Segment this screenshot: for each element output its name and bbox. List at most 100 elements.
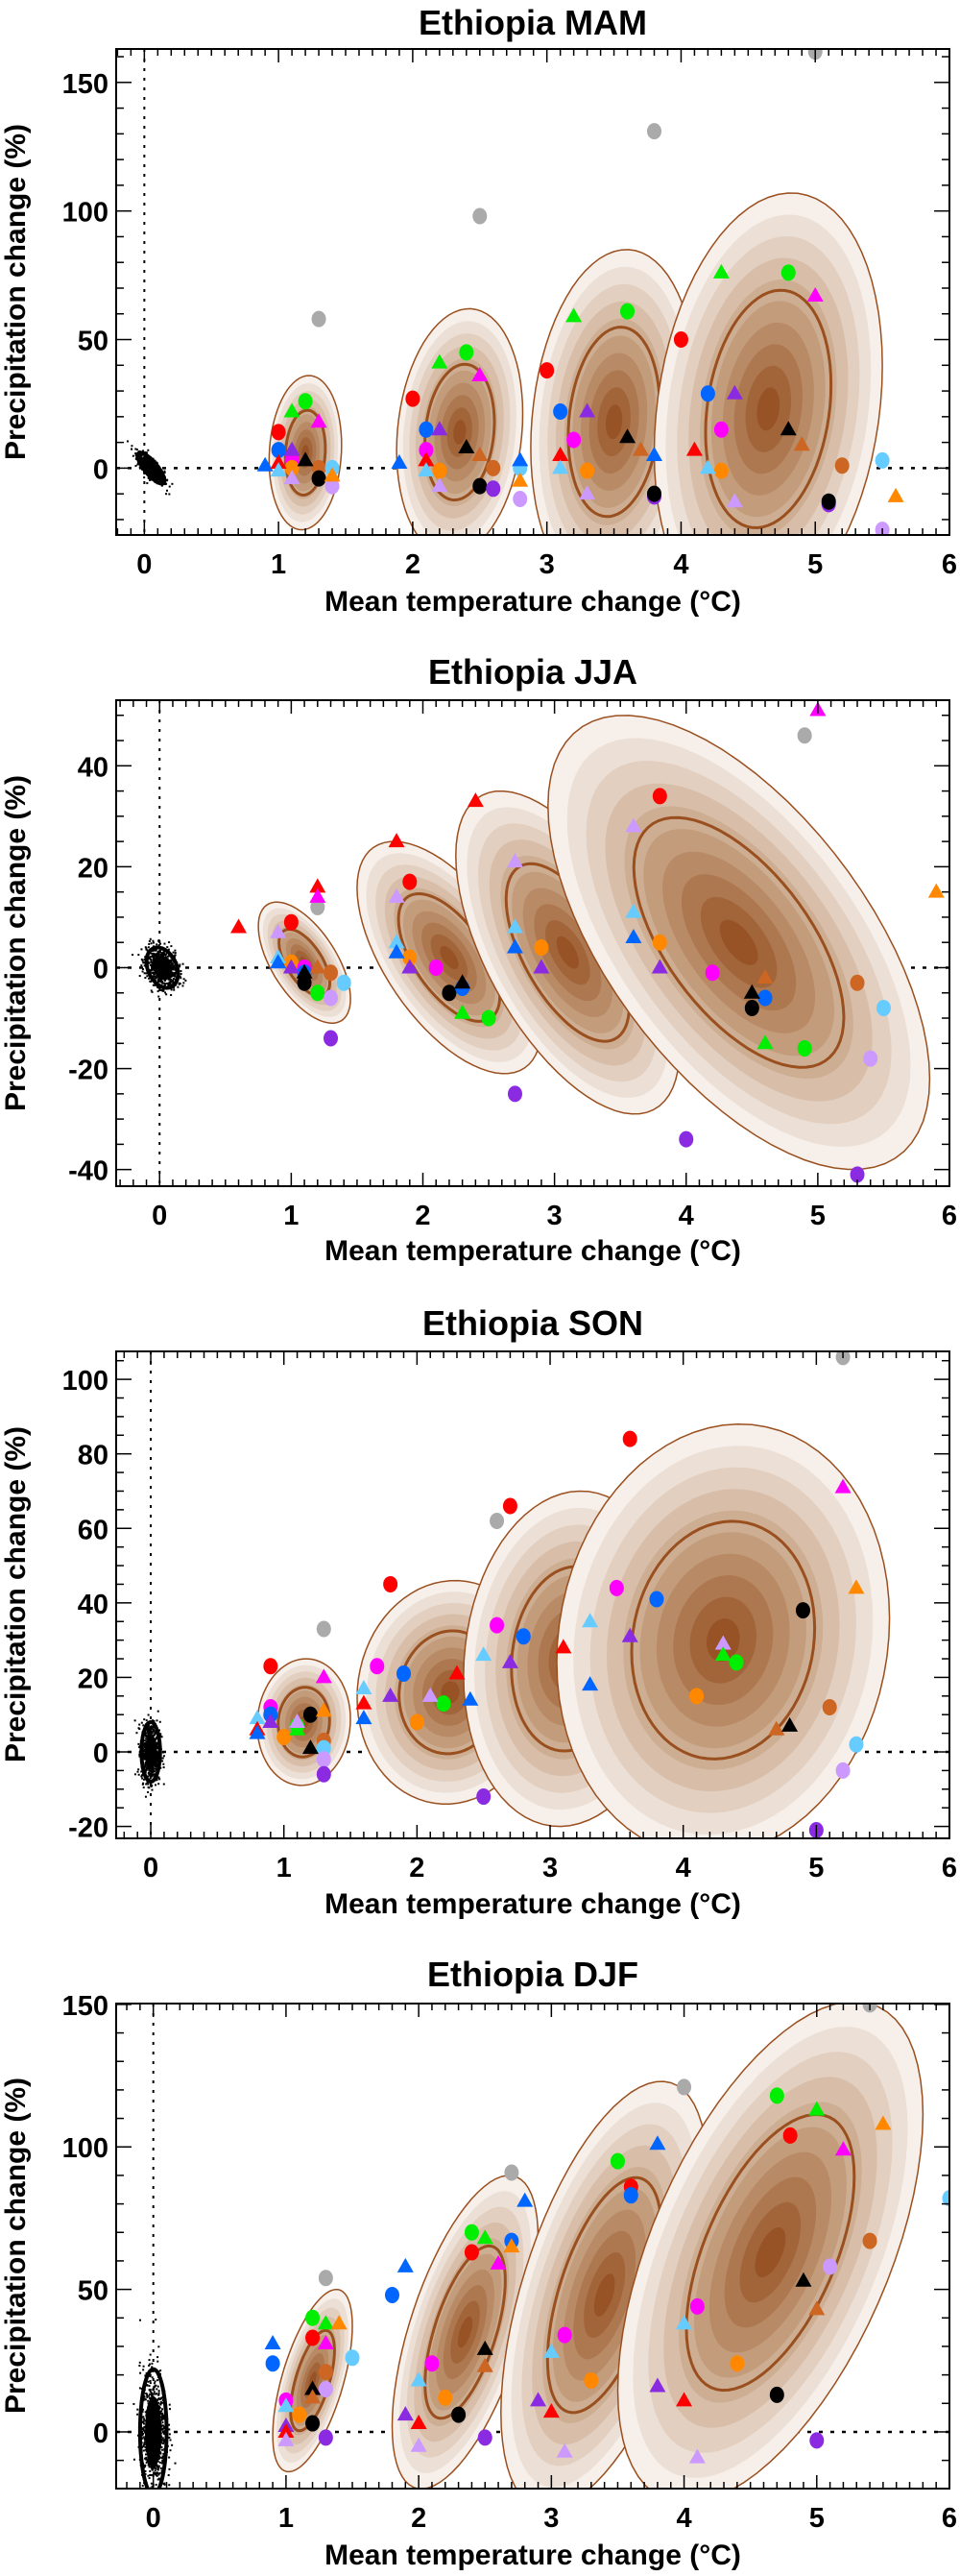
data-point-circle-purple: [318, 2429, 333, 2446]
data-point-circle-green: [610, 2152, 625, 2170]
cloud-dot: [159, 2451, 162, 2454]
cloud-dot: [151, 1727, 154, 1730]
cloud-dot: [162, 2441, 165, 2443]
data-point-circle-orange: [713, 462, 729, 479]
cloud-dot: [147, 1783, 150, 1786]
data-point-triangle-purple: [262, 1713, 279, 1728]
cloud-dot: [167, 978, 170, 981]
cloud-dot: [146, 2492, 148, 2494]
cloud-dot: [142, 2365, 145, 2368]
data-point-circle-red: [502, 1497, 517, 1515]
data-point-circle-lilac: [513, 491, 528, 508]
data-point-circle-green: [298, 393, 313, 410]
cloud-core: [142, 458, 159, 478]
cloud-dot: [139, 2319, 142, 2321]
x-axis-label: Mean temperature change (°C): [324, 1235, 741, 1267]
data-point-triangle-brown: [304, 2389, 322, 2404]
cloud-dot: [132, 2402, 135, 2405]
cloud-dot: [147, 1775, 150, 1778]
data-point-circle-gray: [835, 1351, 851, 1366]
cloud-dot: [145, 1719, 148, 1722]
cloud-dot: [146, 2396, 149, 2399]
cloud-dot: [165, 956, 168, 959]
cloud-dot: [156, 985, 159, 988]
data-point-circle-lightblue: [849, 1736, 864, 1753]
cloud-dot: [156, 1755, 158, 1758]
data-point-circle-blue: [700, 385, 715, 402]
cloud-dot: [168, 941, 171, 944]
cloud-dot: [138, 2387, 141, 2390]
data-point-circle-magenta: [689, 2297, 705, 2315]
data-point-circle-brown: [850, 974, 865, 991]
cloud-dot: [141, 1783, 144, 1786]
cloud-dot: [153, 952, 156, 955]
data-point-circle-magenta: [424, 2355, 440, 2372]
cloud-dot: [152, 2393, 155, 2395]
cloud-dot: [158, 2461, 161, 2464]
data-point-circle-green: [620, 303, 636, 320]
data-point-circle-lightblue: [345, 2349, 360, 2367]
cloud-dot: [157, 2467, 160, 2469]
cloud-dot: [156, 943, 158, 946]
cloud-dot: [158, 477, 161, 480]
cloud-dot: [165, 489, 168, 492]
data-point-circle-red: [464, 2244, 479, 2261]
cloud-dot: [147, 2492, 149, 2494]
data-point-triangle-brown: [471, 447, 489, 462]
x-tick-label: 4: [676, 2503, 691, 2534]
cloud-dot: [180, 973, 182, 976]
cloud-dot: [148, 1773, 151, 1776]
cloud-dot: [134, 448, 137, 450]
cloud-dot: [142, 2420, 145, 2423]
cloud-dot: [149, 963, 152, 966]
cloud-dot: [160, 2442, 163, 2444]
cloud-dot: [157, 1783, 160, 1786]
data-point-circle-gray: [504, 2164, 519, 2181]
data-point-circle-black: [442, 984, 457, 1002]
x-tick-label: 2: [411, 2503, 426, 2534]
data-point-circle-magenta: [609, 1579, 624, 1596]
data-point-circle-black: [472, 477, 488, 495]
cloud-dot: [148, 2394, 151, 2397]
y-tick-label: 20: [78, 1664, 108, 1694]
data-point-triangle-lilac: [388, 887, 405, 903]
cloud-dot: [174, 954, 177, 957]
data-point-triangle-lightblue: [676, 2315, 693, 2330]
data-point-triangle-orange: [848, 1579, 865, 1594]
panel-son: Ethiopia SON Mean temperature change (°C…: [0, 1303, 957, 1920]
data-point-circle-purple: [809, 2432, 825, 2449]
cloud-dot: [151, 2366, 154, 2369]
data-point-triangle-orange: [330, 2315, 348, 2330]
cloud-dot: [157, 1729, 160, 1732]
cloud-dot: [168, 960, 171, 962]
cloud-dot: [159, 2467, 162, 2469]
data-point-circle-lilac: [324, 477, 340, 495]
cloud-dot: [137, 954, 140, 957]
data-point-triangle-blue: [506, 938, 523, 954]
cloud-dot: [135, 1732, 138, 1735]
cloud-dot: [170, 988, 173, 991]
cloud-dot: [162, 2432, 165, 2435]
cloud-dot: [150, 1771, 153, 1774]
cloud-dot: [171, 962, 174, 965]
data-point-circle-lilac: [863, 1050, 878, 1067]
cloud-dot: [153, 958, 156, 960]
cloud-dot: [161, 2456, 164, 2459]
cloud-dot: [151, 971, 154, 974]
cloud-dot: [162, 954, 165, 957]
cloud-dot: [150, 1769, 153, 1772]
cloud-dot: [180, 977, 182, 980]
cloud-dot: [156, 1752, 158, 1755]
cloud-dot: [151, 1732, 154, 1735]
cloud-dot: [157, 476, 160, 479]
cloud-dot: [156, 981, 159, 984]
cloud-dot: [151, 1730, 154, 1733]
cloud-dot: [157, 2465, 160, 2467]
ellipse-shade-band: [556, 936, 579, 969]
cloud-dot: [145, 972, 148, 975]
cloud-dot: [152, 939, 155, 942]
cloud-dot: [152, 1728, 155, 1731]
cloud-dot: [179, 963, 181, 966]
cloud-dot: [147, 2380, 150, 2383]
y-axis-ticks: 0 50 100 150: [62, 56, 949, 521]
